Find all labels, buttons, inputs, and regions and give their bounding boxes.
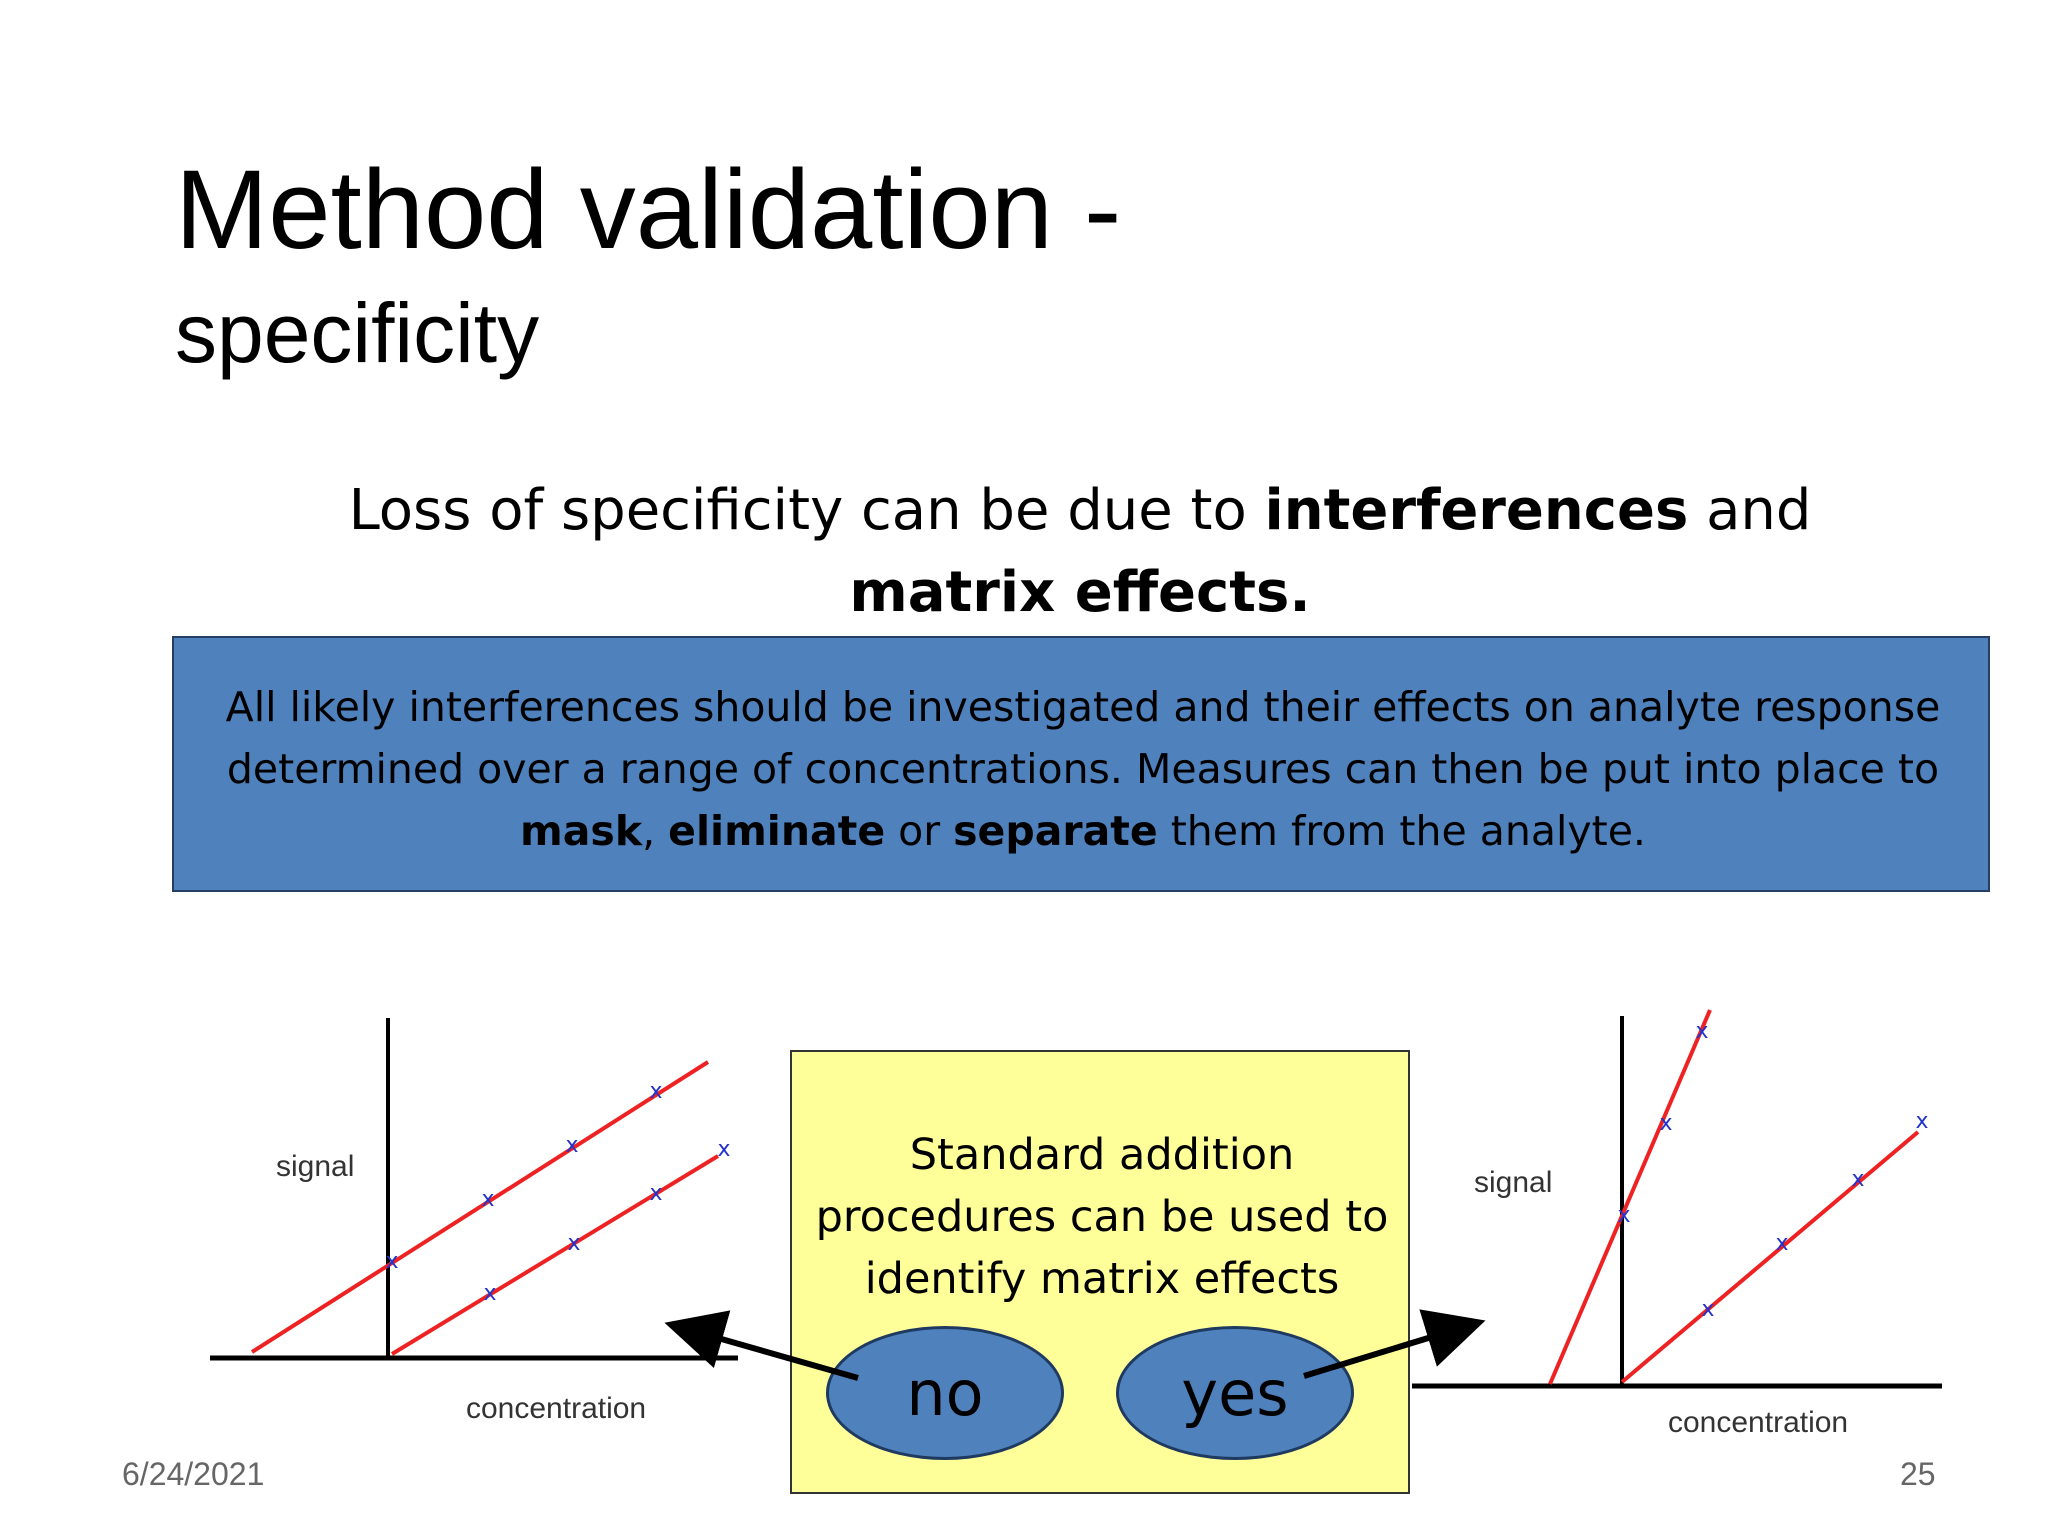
callout-part4: them from the analyte. — [1157, 807, 1646, 855]
left-marker: x — [385, 1249, 398, 1274]
intro-bold-interferences: interferences — [1264, 478, 1689, 543]
left-marker: x — [483, 1281, 496, 1306]
right-shallow-line — [1620, 1130, 1920, 1384]
intro-part2: and — [1688, 478, 1812, 543]
intro-part1: Loss of specificity can be due to — [348, 478, 1265, 543]
callout-bold-separate: separate — [953, 807, 1158, 855]
right-marker: x — [1659, 1111, 1672, 1136]
left-x-label: concentration — [466, 1392, 646, 1425]
yes-label: yes — [1181, 1356, 1289, 1430]
left-upper-line — [250, 1060, 710, 1354]
right-marker: x — [1701, 1297, 1714, 1322]
footer-page-number: 25 — [1900, 1456, 1936, 1492]
right-marker: x — [1775, 1231, 1788, 1256]
intro-text: Loss of specificity can be due to interf… — [250, 470, 1910, 634]
right-marker: x — [1851, 1167, 1864, 1192]
left-marker: x — [717, 1137, 730, 1162]
left-marker: x — [565, 1133, 578, 1158]
left-marker: x — [649, 1079, 662, 1104]
callout-part2: , — [642, 807, 669, 855]
callout-part3: or — [885, 807, 954, 855]
standard-addition-text: Standard addition procedures can be used… — [815, 1130, 1389, 1304]
no-label: no — [906, 1356, 984, 1430]
callout-bold-mask: mask — [520, 807, 643, 855]
left-marker: x — [649, 1181, 662, 1206]
slide-subtitle: specificity — [175, 286, 540, 380]
callout-part1: All likely interferences should be inves… — [225, 683, 1941, 793]
no-oval: no — [826, 1326, 1064, 1460]
right-x-label: concentration — [1668, 1406, 1848, 1439]
footer-date: 6/24/2021 — [122, 1456, 265, 1492]
yes-oval: yes — [1116, 1326, 1354, 1460]
left-marker: x — [567, 1231, 580, 1256]
right-marker: x — [1695, 1019, 1708, 1044]
right-marker: x — [1915, 1109, 1928, 1134]
slide-title: Method validation - — [175, 147, 1122, 272]
yes-arrow — [1303, 1309, 1486, 1379]
callout-bold-eliminate: eliminate — [668, 807, 886, 855]
intro-bold-matrix-effects: matrix effects. — [849, 560, 1311, 625]
left-marker: x — [481, 1187, 494, 1212]
interferences-callout-box: All likely interferences should be inves… — [172, 636, 1990, 892]
left-y-label: signal — [276, 1150, 354, 1183]
right-y-label: signal — [1474, 1166, 1552, 1199]
right-marker: x — [1617, 1203, 1630, 1228]
right-steep-line — [1548, 1009, 1712, 1385]
left-lower-line — [390, 1154, 720, 1356]
callout-text: All likely interferences should be inves… — [214, 676, 1952, 862]
no-arrow — [664, 1310, 859, 1381]
